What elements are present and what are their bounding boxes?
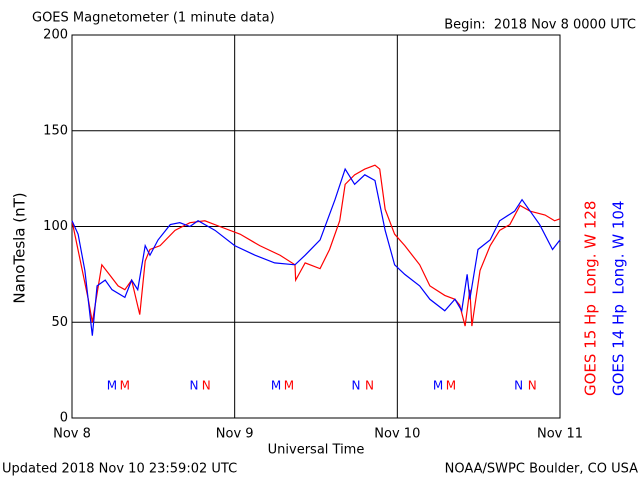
data-line [71,164,561,327]
x-tick-label: Nov 11 [537,427,583,442]
annotation: M [284,379,294,393]
legend-entry: GOES 14 Hp Long. W 104 [610,201,628,396]
annotation: N [351,379,360,393]
annotation: N [190,379,199,393]
chart-title: GOES Magnetometer (1 minute data) [32,11,275,26]
legend-entry: GOES 15 Hp Long. W 128 [582,201,600,396]
annotation: M [107,379,117,393]
footer-right: NOAA/SWPC Boulder, CO USA [445,462,638,477]
annotation: N [514,379,523,393]
annotation: N [528,379,537,393]
annotation: M [446,379,456,393]
y-tick-label: 100 [43,219,68,234]
footer-left: Updated 2018 Nov 10 23:59:02 UTC [2,462,237,477]
y-tick-label: 200 [43,28,68,43]
y-tick-label: 150 [43,123,68,138]
annotation: M [433,379,443,393]
annotation: N [365,379,374,393]
chart-subtitle: Begin: 2018 Nov 8 0000 UTC [444,18,636,33]
annotation: N [202,379,211,393]
y-tick-label: 50 [51,315,68,330]
y-tick-label: 0 [60,411,68,426]
annotation: M [120,379,130,393]
x-tick-label: Nov 10 [374,427,420,442]
x-tick-label: Nov 8 [53,427,91,442]
x-tick-label: Nov 9 [216,427,254,442]
x-axis-label: Universal Time [268,443,365,458]
data-line [71,167,561,336]
y-axis-label: NanoTesla (nT) [11,192,29,303]
annotation: M [271,379,281,393]
